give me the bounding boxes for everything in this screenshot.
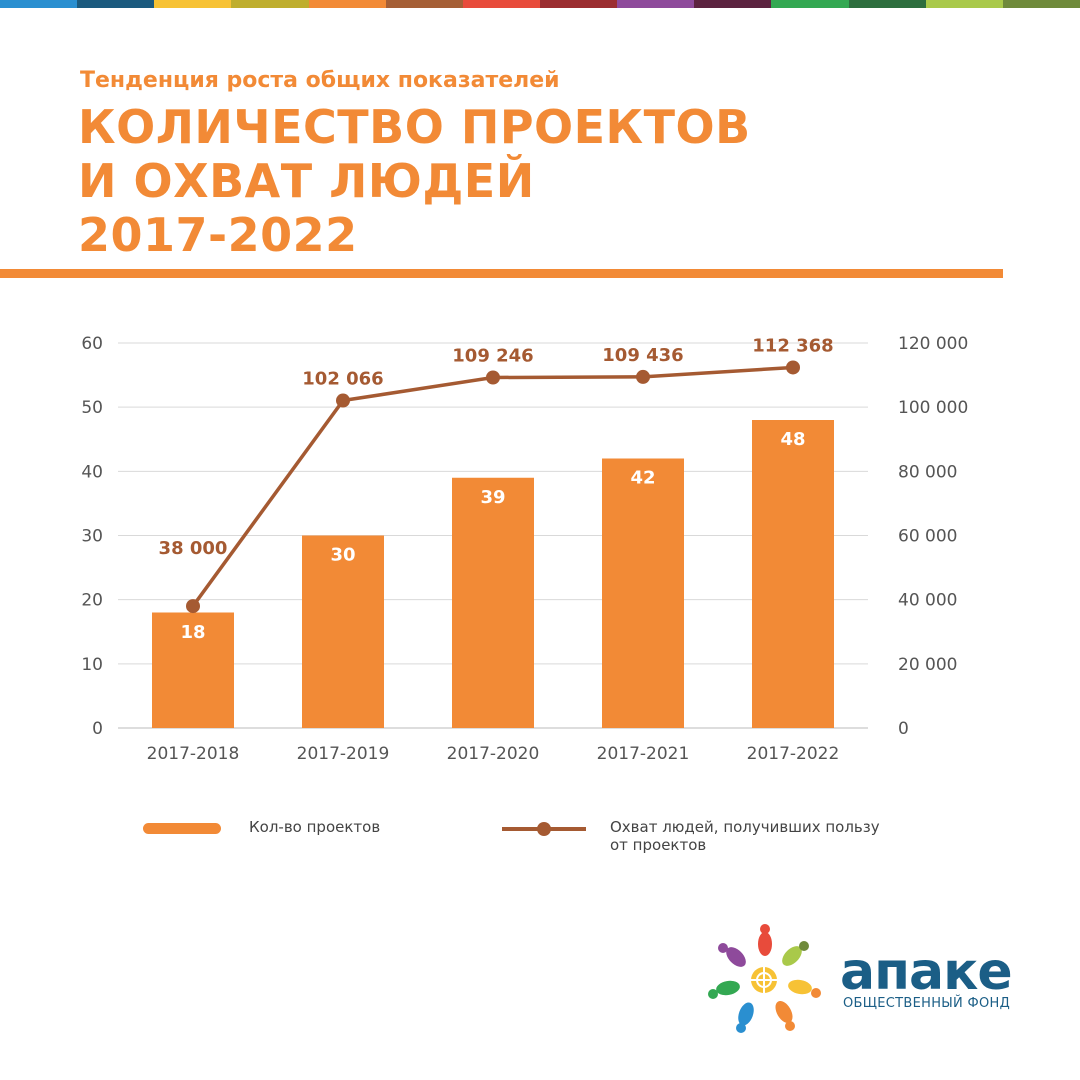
title-line-2: И ОХВАТ ЛЮДЕЙ <box>78 154 535 208</box>
line-point-4 <box>786 360 800 375</box>
color-stripe-5 <box>385 0 463 8</box>
color-stripe-12 <box>925 0 1003 8</box>
color-stripe-3 <box>231 0 309 8</box>
color-stripe-11 <box>848 0 926 8</box>
y-left-tick-6: 60 <box>81 334 103 354</box>
line-point-3 <box>636 369 650 384</box>
header-divider <box>0 269 1003 278</box>
bar-label-1: 30 <box>330 545 355 566</box>
legend-bar-label: Кол-во проектов <box>249 818 381 836</box>
bar-0 <box>152 612 234 728</box>
line-label-2: 109 246 <box>452 346 533 367</box>
bar-label-0: 18 <box>180 622 205 643</box>
line-point-1 <box>336 393 350 408</box>
bar-label-4: 48 <box>780 429 805 450</box>
color-stripe-9 <box>694 0 772 8</box>
top-color-stripes <box>0 0 1080 8</box>
line-point-2 <box>486 370 500 385</box>
y-right-tick-1: 20 000 <box>898 655 957 675</box>
legend-line-swatch <box>502 822 586 836</box>
color-stripe-8 <box>617 0 695 8</box>
bar-label-2: 39 <box>480 487 505 508</box>
title-line-1: КОЛИЧЕСТВО ПРОЕКТОВ <box>78 100 751 154</box>
y-right-tick-0: 0 <box>898 719 909 739</box>
page-title: КОЛИЧЕСТВО ПРОЕКТОВ И ОХВАТ ЛЮДЕЙ 2017-2… <box>78 100 751 262</box>
color-stripe-0 <box>0 0 78 8</box>
y-right-tick-6: 120 000 <box>898 334 968 354</box>
y-left-tick-2: 20 <box>81 591 103 611</box>
logo-name: апаке <box>840 942 1013 1002</box>
color-stripe-4 <box>308 0 386 8</box>
x-tick-0: 2017-2018 <box>147 744 240 764</box>
bar-1 <box>302 535 384 728</box>
x-tick-2: 2017-2020 <box>447 744 540 764</box>
line-label-3: 109 436 <box>602 345 683 366</box>
x-tick-3: 2017-2021 <box>597 744 690 764</box>
y-left-tick-5: 50 <box>81 398 103 418</box>
y-right-tick-5: 100 000 <box>898 398 968 418</box>
color-stripe-1 <box>77 0 155 8</box>
x-tick-4: 2017-2022 <box>747 744 840 764</box>
color-stripe-7 <box>539 0 618 8</box>
color-stripe-6 <box>462 0 540 8</box>
bar-3 <box>602 458 684 728</box>
color-stripe-2 <box>154 0 232 8</box>
line-label-0: 38 000 <box>159 538 228 559</box>
combo-chart: 18 30 39 42 48 38 000 102 066 109 246 109 436 11… <box>81 334 968 764</box>
legend-bar-swatch <box>143 823 221 834</box>
title-line-3: 2017-2022 <box>78 208 358 262</box>
bar-2 <box>452 477 534 728</box>
line-label-4: 112 368 <box>752 335 833 356</box>
y-right-tick-3: 60 000 <box>898 527 957 547</box>
bar-4 <box>752 420 834 728</box>
y-right-tick-2: 40 000 <box>898 591 957 611</box>
apake-logo-mark <box>708 924 821 1033</box>
color-stripe-13 <box>1002 0 1080 8</box>
y-left-tick-3: 30 <box>81 527 103 547</box>
line-label-1: 102 066 <box>302 369 383 390</box>
x-tick-1: 2017-2019 <box>297 744 390 764</box>
line-point-0 <box>186 599 200 614</box>
legend-line-label-1: Охват людей, получивших пользу <box>610 818 880 836</box>
legend-line-label-2: от проектов <box>610 836 707 854</box>
bar-label-3: 42 <box>630 468 655 489</box>
legend-line-label: Охват людей, получивших пользу от проект… <box>610 818 880 854</box>
y-left-tick-4: 40 <box>81 462 103 482</box>
logo-subtitle: ОБЩЕСТВЕННЫЙ ФОНД <box>843 996 1011 1011</box>
y-left-tick-1: 10 <box>81 655 103 675</box>
color-stripe-10 <box>771 0 849 8</box>
y-left-tick-0: 0 <box>92 719 103 739</box>
page-subtitle: Тенденция роста общих показателей <box>80 68 560 93</box>
y-right-tick-4: 80 000 <box>898 462 957 482</box>
